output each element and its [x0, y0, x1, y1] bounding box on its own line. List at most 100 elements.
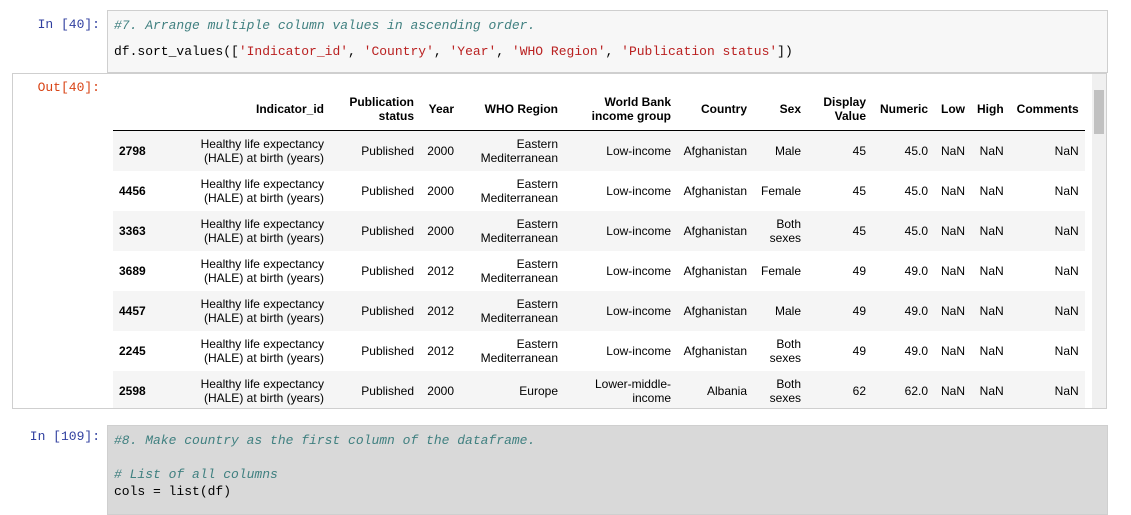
table-cell: 45 [852, 184, 866, 198]
table-cell: Low-income [564, 211, 677, 251]
table-cell: 2000 [420, 371, 460, 408]
row-index: 3363 [113, 211, 188, 251]
table-cell: Healthy life expectancy (HALE) at birth … [200, 337, 324, 365]
table-cell: 2012 [420, 291, 460, 331]
table-cell: Published [330, 291, 420, 331]
table-cell: NaN [979, 184, 1004, 198]
row-index: 4457 [113, 291, 188, 331]
table-row: 4456 Healthy life expectancy (HALE) at bi… [113, 171, 1085, 211]
dataframe-table: Indicator_id Publication status Year WHO Re… [113, 88, 1085, 408]
table-cell: Both sexes [769, 337, 801, 365]
code-line: df.sort_values(['Indicator_id', 'Country… [114, 43, 1101, 60]
table-cell: NaN [1009, 211, 1085, 251]
output-area[interactable]: Indicator_id Publication status Year WHO Re… [12, 73, 1107, 409]
code-token: cols = list(df) [114, 484, 232, 499]
table-cell: Eastern Mediterranean [460, 211, 564, 251]
table-cell: Low-income [606, 344, 671, 358]
table-cell: NaN [934, 291, 971, 331]
table-cell: Lower-middle-income [564, 371, 677, 408]
table-cell: NaN [1009, 371, 1085, 408]
table-cell: Healthy life expectancy (HALE) at birth … [188, 371, 330, 408]
table-cell: Afghanistan [677, 211, 753, 251]
code-token: 'WHO Region' [511, 44, 606, 59]
table-cell: 2000 [427, 184, 454, 198]
table-cell: Afghanistan [677, 130, 753, 171]
code-token: ]) [777, 44, 793, 59]
table-cell: Female [760, 184, 801, 198]
table-cell: NaN [971, 130, 1010, 171]
table-cell: 45.0 [872, 211, 934, 251]
scrollbar-thumb[interactable] [1094, 90, 1104, 134]
table-cell: Healthy life expectancy (HALE) at birth … [200, 177, 324, 205]
input-prompt: In [109]: [29, 429, 100, 444]
table-cell: 45 [807, 130, 872, 171]
table-cell: NaN [940, 344, 965, 358]
table-cell: Published [330, 211, 420, 251]
table-head: Indicator_id Publication status Year WHO Re… [113, 88, 1085, 131]
table-cell: Healthy life expectancy (HALE) at birth … [188, 291, 330, 331]
row-index: 2798 [113, 130, 188, 171]
column-header: Comments [1009, 88, 1085, 131]
table-cell: Published [361, 184, 414, 198]
table-cell: 45.0 [904, 184, 928, 198]
table-cell: Eastern Mediterranean [480, 257, 558, 285]
code-token: df.sort_values([ [114, 44, 239, 59]
table-cell: NaN [940, 184, 965, 198]
table-cell: Afghanistan [677, 291, 753, 331]
table-cell: Healthy life expectancy (HALE) at birth … [200, 257, 324, 285]
row-index: 2598 [113, 371, 188, 408]
table-cell: 45 [807, 211, 872, 251]
column-header: Sex [753, 88, 807, 131]
column-header: Year [420, 88, 460, 131]
scrollbar[interactable] [1092, 74, 1106, 408]
table-cell: Albania [677, 371, 753, 408]
code-token: , [496, 44, 512, 59]
table-cell: Both sexes [753, 211, 807, 251]
table-cell: Low-income [564, 291, 677, 331]
table-cell: NaN [934, 211, 971, 251]
table-cell: 49.0 [904, 264, 928, 278]
code-line: #7. Arrange multiple column values in as… [114, 17, 1101, 34]
table-cell: NaN [934, 371, 971, 408]
table-row: 2798 Healthy life expectancy (HALE) at bi… [113, 130, 1085, 171]
index-header [113, 88, 188, 131]
table-cell: Male [753, 130, 807, 171]
table-row: 2245 Healthy life expectancy (HALE) at bi… [113, 331, 1085, 371]
table-cell: Afghanistan [683, 184, 747, 198]
table-row: 4457 Healthy life expectancy (HALE) at bi… [113, 291, 1085, 331]
table-cell: NaN [1054, 344, 1079, 358]
table-cell: NaN [1054, 264, 1079, 278]
column-header: Country [677, 88, 753, 131]
column-header: WHO Region [460, 88, 564, 131]
table-cell: Eastern Mediterranean [460, 291, 564, 331]
table-cell: NaN [971, 211, 1010, 251]
row-index: 4456 [119, 184, 146, 198]
table-cell: Eastern Mediterranean [460, 130, 564, 171]
table-cell: Healthy life expectancy (HALE) at birth … [188, 211, 330, 251]
code-line: #8. Make country as the first column of … [114, 432, 1101, 449]
code-line: cols = list(df) [114, 483, 1101, 500]
table-cell: Low-income [606, 184, 671, 198]
row-index: 2245 [119, 344, 146, 358]
table-cell: 2012 [427, 264, 454, 278]
code-line: # List of all columns [114, 466, 1101, 483]
code-cell[interactable]: #7. Arrange multiple column values in as… [107, 10, 1108, 73]
input-prompt: In [40]: [37, 17, 100, 32]
table-cell: 49.0 [904, 344, 928, 358]
table-cell: Eastern Mediterranean [480, 337, 558, 365]
table-cell: 49 [852, 344, 866, 358]
table-cell: NaN [979, 344, 1004, 358]
code-line [114, 449, 1101, 466]
table-cell: 2000 [420, 211, 460, 251]
table-cell: Published [361, 264, 414, 278]
table-cell: Male [753, 291, 807, 331]
table-cell: Healthy life expectancy (HALE) at birth … [188, 130, 330, 171]
table-cell: NaN [979, 264, 1004, 278]
table-cell: 62 [807, 371, 872, 408]
table-row: 3363 Healthy life expectancy (HALE) at bi… [113, 211, 1085, 251]
table-cell: Afghanistan [683, 264, 747, 278]
table-cell: 2012 [427, 344, 454, 358]
table-cell: Female [760, 264, 801, 278]
code-cell[interactable]: #8. Make country as the first column of … [107, 425, 1108, 515]
